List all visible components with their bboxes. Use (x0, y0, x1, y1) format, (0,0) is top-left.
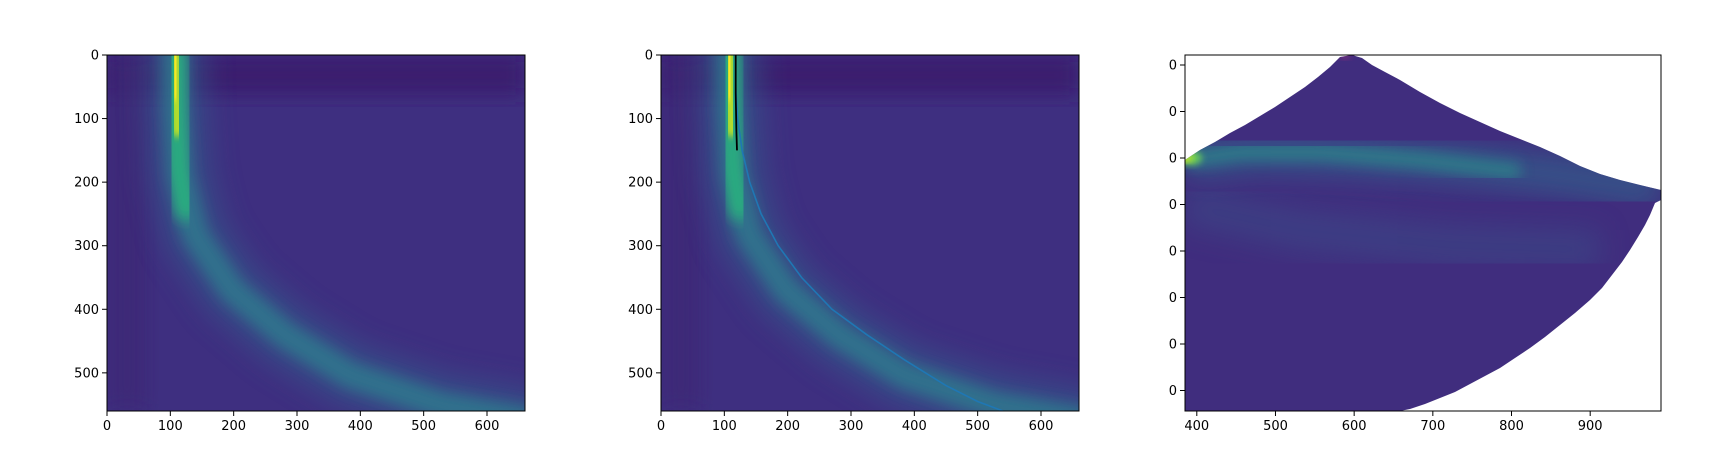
y-tick-label: 0 (1169, 105, 1177, 120)
axes-3: 400 500 600 700 800 900 0 0 0 0 0 0 0 0 (1169, 59, 1603, 435)
y-tick-label: 0 (1169, 384, 1177, 399)
x-tick-label: 300 (285, 419, 310, 434)
y-tick-label: 0 (1169, 59, 1177, 74)
fitted-curve-line (734, 55, 1004, 411)
y-tick-label: 0 (1169, 152, 1177, 167)
heatmap-image-2 (661, 55, 1079, 411)
plot-frame-3 (1184, 54, 1662, 412)
x-tick-label: 600 (1342, 419, 1367, 434)
y-tick-label: 0 (1169, 245, 1177, 260)
heatmap-image-3 (1185, 55, 1661, 411)
y-tick-label: 0 (91, 49, 99, 64)
overlay-lines-2 (734, 55, 1004, 411)
heatmap-panel-3: 400 500 600 700 800 900 0 0 0 0 0 0 0 0 (1169, 54, 1662, 435)
x-tick-label: 200 (775, 419, 800, 434)
x-tick-label: 800 (1499, 419, 1524, 434)
y-tick-label: 0 (1169, 291, 1177, 306)
plot-frame-1 (106, 54, 526, 412)
y-tick-label: 100 (628, 112, 653, 127)
y-tick-label: 400 (628, 303, 653, 318)
y-tick-label: 200 (74, 176, 99, 191)
vertical-reference-line (734, 55, 738, 151)
x-tick-label: 500 (411, 419, 436, 434)
x-tick-label: 400 (1184, 419, 1209, 434)
x-tick-label: 100 (712, 419, 737, 434)
y-tick-label: 500 (74, 366, 99, 381)
axes-2: 0 100 200 300 400 500 600 0 100 200 300 400 500 (628, 49, 1053, 435)
y-tick-label: 0 (1169, 338, 1177, 353)
heatmap-image-1 (107, 55, 525, 411)
x-tick-label: 300 (839, 419, 864, 434)
x-tick-label: 0 (103, 419, 111, 434)
y-tick-label: 0 (1169, 198, 1177, 213)
x-tick-label: 600 (475, 419, 500, 434)
x-tick-label: 500 (965, 419, 990, 434)
y-tick-label: 400 (74, 303, 99, 318)
y-tick-label: 100 (74, 112, 99, 127)
axes-1: 0 100 200 300 400 500 600 0 100 200 300 400 500 (74, 49, 499, 435)
x-tick-label: 400 (348, 419, 373, 434)
heatmap-panel-2: 0 100 200 300 400 500 600 0 100 200 300 400 500 (628, 49, 1080, 435)
x-tick-label: 600 (1029, 419, 1054, 434)
plot-frame-2 (660, 54, 1080, 412)
y-tick-label: 300 (628, 239, 653, 254)
y-tick-label: 200 (628, 176, 653, 191)
x-tick-label: 500 (1263, 419, 1288, 434)
x-tick-label: 900 (1578, 419, 1603, 434)
heatmap-panel-1: 0 100 200 300 400 500 600 0 100 200 300 400 500 (74, 49, 526, 435)
x-tick-label: 0 (657, 419, 665, 434)
x-tick-label: 700 (1420, 419, 1445, 434)
y-tick-label: 300 (74, 239, 99, 254)
x-tick-label: 100 (158, 419, 183, 434)
x-tick-label: 400 (902, 419, 927, 434)
y-tick-label: 500 (628, 366, 653, 381)
x-tick-label: 200 (221, 419, 246, 434)
y-tick-label: 0 (645, 49, 653, 64)
